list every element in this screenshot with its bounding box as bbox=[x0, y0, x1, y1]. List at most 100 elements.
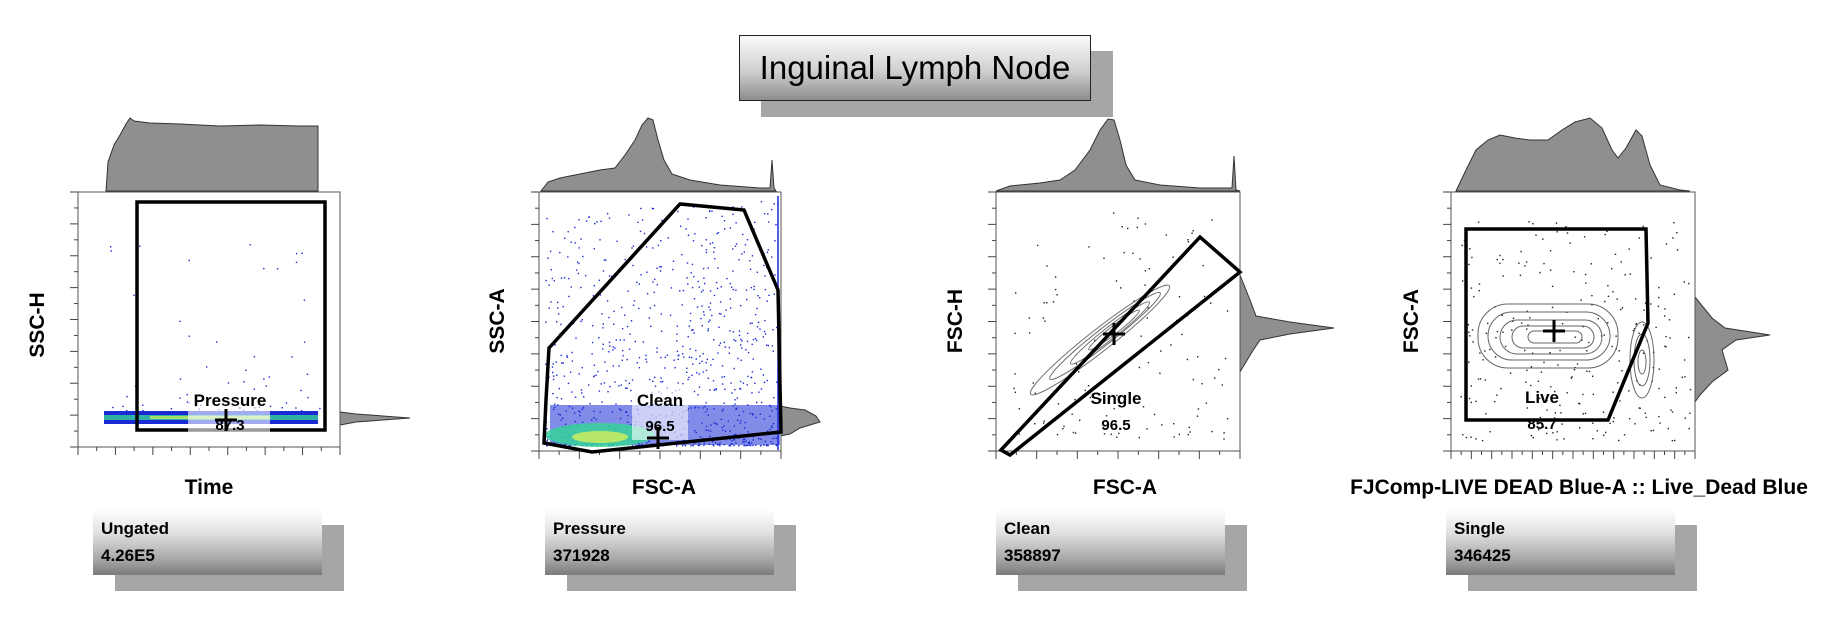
event-dot bbox=[1029, 332, 1031, 334]
event-dot bbox=[1583, 236, 1586, 238]
histogram-top-3 bbox=[995, 118, 1241, 192]
contours-4 bbox=[1477, 303, 1655, 399]
event-dot bbox=[1102, 426, 1105, 429]
event-dot bbox=[552, 378, 555, 381]
event-dot bbox=[754, 338, 757, 340]
event-dot bbox=[1652, 429, 1655, 432]
event-dot bbox=[1642, 352, 1645, 354]
event-dot bbox=[265, 385, 267, 387]
event-dot bbox=[653, 304, 656, 307]
population-count-2: 371928 bbox=[553, 546, 610, 565]
event-dot bbox=[627, 290, 629, 292]
event-dot bbox=[628, 382, 631, 385]
event-dot bbox=[720, 313, 722, 315]
event-dot bbox=[603, 259, 606, 261]
event-dot bbox=[692, 240, 695, 242]
event-dot bbox=[703, 314, 705, 316]
gate-pressure[interactable] bbox=[135, 200, 327, 432]
gate-single[interactable] bbox=[998, 234, 1243, 458]
event-dot bbox=[670, 287, 673, 289]
event-dot bbox=[179, 397, 181, 399]
event-dot bbox=[638, 356, 641, 359]
event-dot bbox=[1574, 336, 1576, 338]
event-dot bbox=[295, 252, 298, 255]
event-dot bbox=[1530, 384, 1532, 387]
event-dot bbox=[707, 330, 709, 332]
event-dot bbox=[1468, 263, 1470, 266]
event-dot bbox=[1683, 281, 1685, 283]
gate-clean[interactable] bbox=[542, 202, 783, 454]
event-dot bbox=[653, 291, 655, 294]
event-dot bbox=[1570, 377, 1572, 379]
y-axis-label-4: FSC-A bbox=[1400, 289, 1423, 353]
event-dot bbox=[1181, 333, 1183, 336]
population-count-4: 346425 bbox=[1454, 546, 1511, 565]
event-dot bbox=[1611, 268, 1613, 270]
event-dot bbox=[1612, 291, 1614, 293]
event-dot bbox=[1074, 432, 1077, 434]
event-dot bbox=[556, 321, 558, 323]
event-dot bbox=[623, 339, 625, 341]
histogram-right-3 bbox=[1239, 274, 1335, 374]
event-dot bbox=[170, 408, 173, 410]
panel-1: Pressure 87.3 SSC-H Time bbox=[26, 117, 411, 499]
event-dot bbox=[764, 319, 766, 322]
event-dot bbox=[1173, 423, 1175, 425]
event-dot bbox=[295, 261, 298, 264]
event-dot bbox=[1477, 378, 1480, 380]
event-dot bbox=[695, 358, 697, 360]
event-dot bbox=[735, 222, 737, 224]
event-dot bbox=[643, 232, 646, 235]
event-dot bbox=[688, 356, 691, 358]
event-dot bbox=[1683, 359, 1686, 361]
event-dot bbox=[303, 299, 306, 301]
event-dot bbox=[269, 405, 272, 407]
event-dot bbox=[138, 245, 141, 247]
event-dot bbox=[757, 321, 760, 323]
event-dot bbox=[595, 374, 597, 376]
event-dot bbox=[1616, 298, 1618, 300]
event-dot bbox=[673, 359, 675, 361]
event-dot bbox=[628, 348, 631, 350]
event-dot bbox=[1460, 396, 1462, 398]
event-dot bbox=[652, 380, 654, 382]
event-dot bbox=[654, 376, 656, 379]
event-dot bbox=[764, 288, 767, 291]
gate-name-live: Live bbox=[1525, 388, 1559, 407]
panel-3: Single 96.5 FSC-H FSC-A bbox=[944, 118, 1335, 499]
event-dot bbox=[691, 374, 693, 376]
event-dot bbox=[732, 270, 734, 272]
event-dot bbox=[709, 309, 711, 311]
event-dot bbox=[754, 221, 756, 223]
event-dot bbox=[686, 277, 688, 279]
gate-name-single: Single bbox=[1090, 389, 1141, 408]
event-dot bbox=[641, 219, 644, 221]
event-dot bbox=[1147, 307, 1149, 309]
event-dot bbox=[1532, 223, 1534, 225]
event-dot bbox=[711, 314, 713, 317]
event-dot bbox=[1043, 420, 1045, 422]
gate-live[interactable] bbox=[1464, 227, 1650, 422]
event-dot bbox=[1579, 427, 1581, 429]
event-dot bbox=[186, 401, 189, 403]
event-dot bbox=[713, 247, 716, 249]
event-dot bbox=[689, 320, 692, 322]
event-dot bbox=[1214, 377, 1216, 379]
event-dot bbox=[1673, 293, 1676, 295]
event-dot bbox=[766, 251, 769, 253]
event-dot bbox=[717, 232, 720, 234]
event-dot bbox=[243, 381, 245, 383]
event-dot bbox=[621, 306, 623, 309]
event-dot bbox=[110, 250, 112, 252]
event-dot bbox=[721, 365, 724, 367]
event-dot bbox=[738, 334, 741, 337]
event-dot bbox=[746, 239, 749, 241]
event-dot bbox=[1074, 398, 1076, 401]
event-dot bbox=[1539, 397, 1541, 400]
event-dot bbox=[1526, 369, 1528, 371]
event-dot bbox=[1584, 412, 1587, 415]
event-dot bbox=[142, 409, 144, 412]
event-dot bbox=[615, 403, 617, 405]
event-dot bbox=[760, 368, 762, 370]
event-dot bbox=[1100, 399, 1102, 401]
